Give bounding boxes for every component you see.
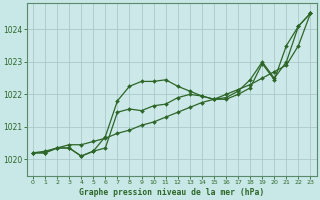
- X-axis label: Graphe pression niveau de la mer (hPa): Graphe pression niveau de la mer (hPa): [79, 188, 264, 197]
